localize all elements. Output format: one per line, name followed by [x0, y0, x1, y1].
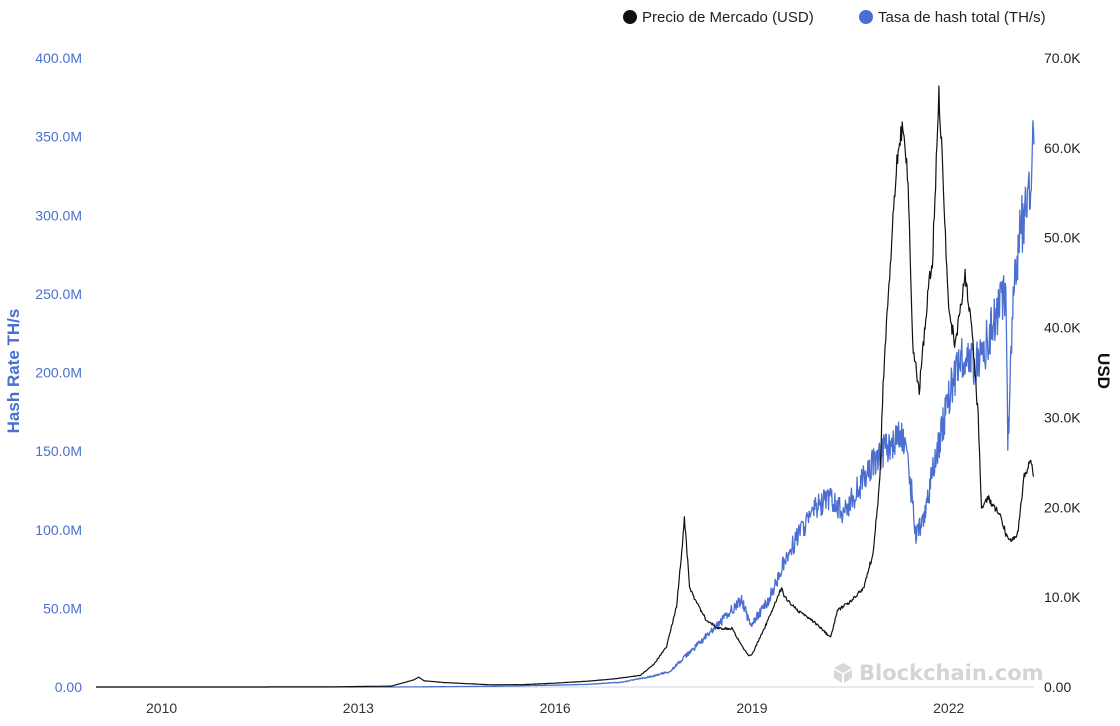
- y-right-tick-label: 40.0K: [1044, 320, 1081, 336]
- y-left-tick-label: 150.0M: [35, 443, 82, 459]
- y-left-tick-label: 0.00: [55, 679, 82, 695]
- y-axis-title-left: Hash Rate TH/s: [4, 309, 23, 434]
- x-tick-label: 2010: [146, 700, 177, 716]
- y-right-tick-label: 70.0K: [1044, 50, 1081, 66]
- watermark-text: Blockchain.com: [859, 661, 1044, 685]
- y-right-tick-label: 50.0K: [1044, 230, 1081, 246]
- y-left-tick-label: 350.0M: [35, 129, 82, 145]
- legend[interactable]: Precio de Mercado (USD) Tasa de hash tot…: [623, 9, 1046, 26]
- x-tick-label: 2019: [736, 700, 767, 716]
- y-right-tick-label: 10.0K: [1044, 589, 1081, 605]
- y-right-tick-label: 0.00: [1044, 679, 1071, 695]
- y-axis-left-ticks: 0.00 50.0M 100.0M 150.0M 200.0M 250.0M 300.0M 3…: [35, 50, 82, 695]
- y-left-tick-label: 50.0M: [43, 600, 82, 616]
- legend-marker-hash: [859, 10, 873, 24]
- y-left-tick-label: 300.0M: [35, 207, 82, 223]
- y-left-tick-label: 250.0M: [35, 286, 82, 302]
- y-left-tick-label: 400.0M: [35, 50, 82, 66]
- series-layer: [95, 85, 1035, 688]
- x-tick-label: 2013: [343, 700, 374, 716]
- y-left-tick-label: 200.0M: [35, 365, 82, 381]
- y-right-tick-label: 20.0K: [1044, 499, 1081, 515]
- legend-label-price: Precio de Mercado (USD): [642, 9, 814, 26]
- y-axis-title-right: USD: [1094, 353, 1113, 389]
- y-axis-right-ticks: 0.00 10.0K 20.0K 30.0K 40.0K 50.0K 60.0K 70.0K: [1044, 50, 1081, 695]
- x-axis-ticks: 2010 2013 2016 2019 2022: [146, 700, 964, 716]
- market-price-line: [96, 85, 1035, 688]
- x-tick-label: 2022: [933, 700, 964, 716]
- legend-label-hash: Tasa de hash total (TH/s): [878, 9, 1046, 26]
- watermark: Blockchain.com: [834, 661, 1044, 685]
- y-right-tick-label: 30.0K: [1044, 409, 1081, 425]
- y-right-tick-label: 60.0K: [1044, 140, 1081, 156]
- x-tick-label: 2016: [540, 700, 571, 716]
- legend-marker-price: [623, 10, 637, 24]
- y-left-tick-label: 100.0M: [35, 522, 82, 538]
- blockchain-logo-icon: [834, 663, 852, 683]
